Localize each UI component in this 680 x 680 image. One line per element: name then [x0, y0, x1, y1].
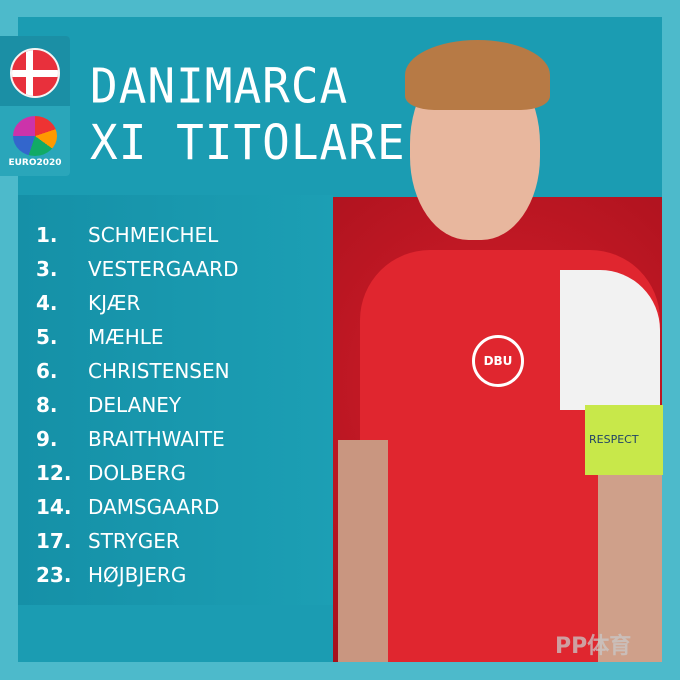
player-number: 8. [36, 393, 58, 417]
player-row: 8. DELANEY [36, 388, 238, 422]
denmark-flag-icon [10, 48, 60, 98]
player-number: 9. [36, 427, 58, 451]
player-name: MÆHLE [88, 325, 164, 349]
euro2020-logo-icon [13, 116, 57, 156]
lineup-panel [18, 195, 333, 605]
player-name: CHRISTENSEN [88, 359, 230, 383]
player-name: DOLBERG [88, 461, 187, 485]
player-name: SCHMEICHEL [88, 223, 219, 247]
player-name: KJÆR [88, 291, 141, 315]
player-number: 5. [36, 325, 58, 349]
player-row: 17. STRYGER [36, 524, 238, 558]
player-name: DELANEY [88, 393, 182, 417]
dbu-crest-icon: DBU [472, 335, 524, 387]
player-row: 6. CHRISTENSEN [36, 354, 238, 388]
player-number: 6. [36, 359, 58, 383]
team-badge: EURO2020 [0, 36, 70, 176]
player-number: 1. [36, 223, 58, 247]
player-name: DAMSGAARD [88, 495, 220, 519]
player-number: 4. [36, 291, 58, 315]
euro2020-logo-text: EURO2020 [8, 158, 62, 168]
player-row: 5. MÆHLE [36, 320, 238, 354]
player-name: VESTERGAARD [88, 257, 239, 281]
player-row: 14. DAMSGAARD [36, 490, 238, 524]
player-name: HØJBJERG [88, 563, 187, 587]
player-row: 1. SCHMEICHEL [36, 218, 238, 252]
player-list: 1. SCHMEICHEL 3. VESTERGAARD 4. KJÆR 5. MÆHLE 6.… [36, 218, 238, 592]
title-subtitle: XI TITOLARE [90, 114, 406, 171]
player-arm-left [338, 440, 388, 662]
player-number: 12. [36, 461, 72, 485]
player-hair [405, 40, 550, 110]
player-row: 4. KJÆR [36, 286, 238, 320]
player-number: 17. [36, 529, 72, 553]
player-number: 3. [36, 257, 58, 281]
player-arm-right [598, 472, 662, 662]
player-row: 23. HØJBJERG [36, 558, 238, 592]
player-row: 3. VESTERGAARD [36, 252, 238, 286]
page-title: DANIMARCA XI TITOLARE [90, 57, 406, 170]
captain-armband: RESPECT [585, 405, 663, 475]
player-row: 9. BRAITHWAITE [36, 422, 238, 456]
player-row: 12. DOLBERG [36, 456, 238, 490]
player-name: STRYGER [88, 529, 180, 553]
player-name: BRAITHWAITE [88, 427, 225, 451]
watermark: PP体育 [555, 634, 632, 659]
player-sleeve [560, 270, 660, 410]
title-team: DANIMARCA [90, 57, 349, 114]
player-number: 23. [36, 563, 72, 587]
player-number: 14. [36, 495, 72, 519]
